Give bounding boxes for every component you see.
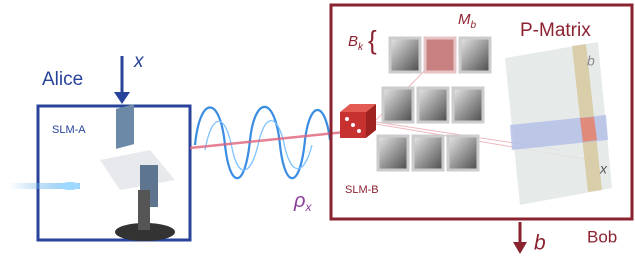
alice-label: Alice bbox=[42, 69, 83, 90]
measurement-subscript: b bbox=[471, 20, 477, 31]
set-symbol: B bbox=[348, 33, 358, 50]
state-subscript: x bbox=[304, 200, 312, 214]
matrix-col-label: b bbox=[587, 53, 595, 69]
page: Alice x SLM-A ρx P-Matrix SLM-B Bob bbox=[0, 0, 635, 258]
matrix-panel bbox=[505, 42, 612, 205]
helix bbox=[190, 107, 345, 178]
set-subscript: k bbox=[358, 42, 364, 53]
state-symbol: ρ bbox=[293, 190, 305, 212]
matrix-row-label: x bbox=[599, 161, 608, 177]
dice bbox=[340, 104, 376, 138]
bob-label: Bob bbox=[587, 227, 617, 246]
state-label: ρx bbox=[293, 190, 312, 214]
input-arrow-head bbox=[114, 92, 130, 104]
output-label: b bbox=[534, 232, 546, 255]
measurement-symbol: M bbox=[458, 11, 471, 28]
measurement-label: Mb bbox=[458, 11, 477, 31]
slm-a-device bbox=[10, 104, 175, 241]
matrix-title: P-Matrix bbox=[520, 20, 591, 41]
figure: Alice x SLM-A ρx P-Matrix SLM-B Bob bbox=[0, 0, 635, 258]
output-arrow-head bbox=[513, 242, 527, 254]
input-label: x bbox=[133, 51, 145, 72]
set-brace: { bbox=[368, 25, 377, 55]
slm-a-label: SLM-A bbox=[52, 124, 86, 136]
slm-b-label: SLM-B bbox=[345, 184, 379, 196]
set-label: Bk bbox=[348, 33, 364, 53]
